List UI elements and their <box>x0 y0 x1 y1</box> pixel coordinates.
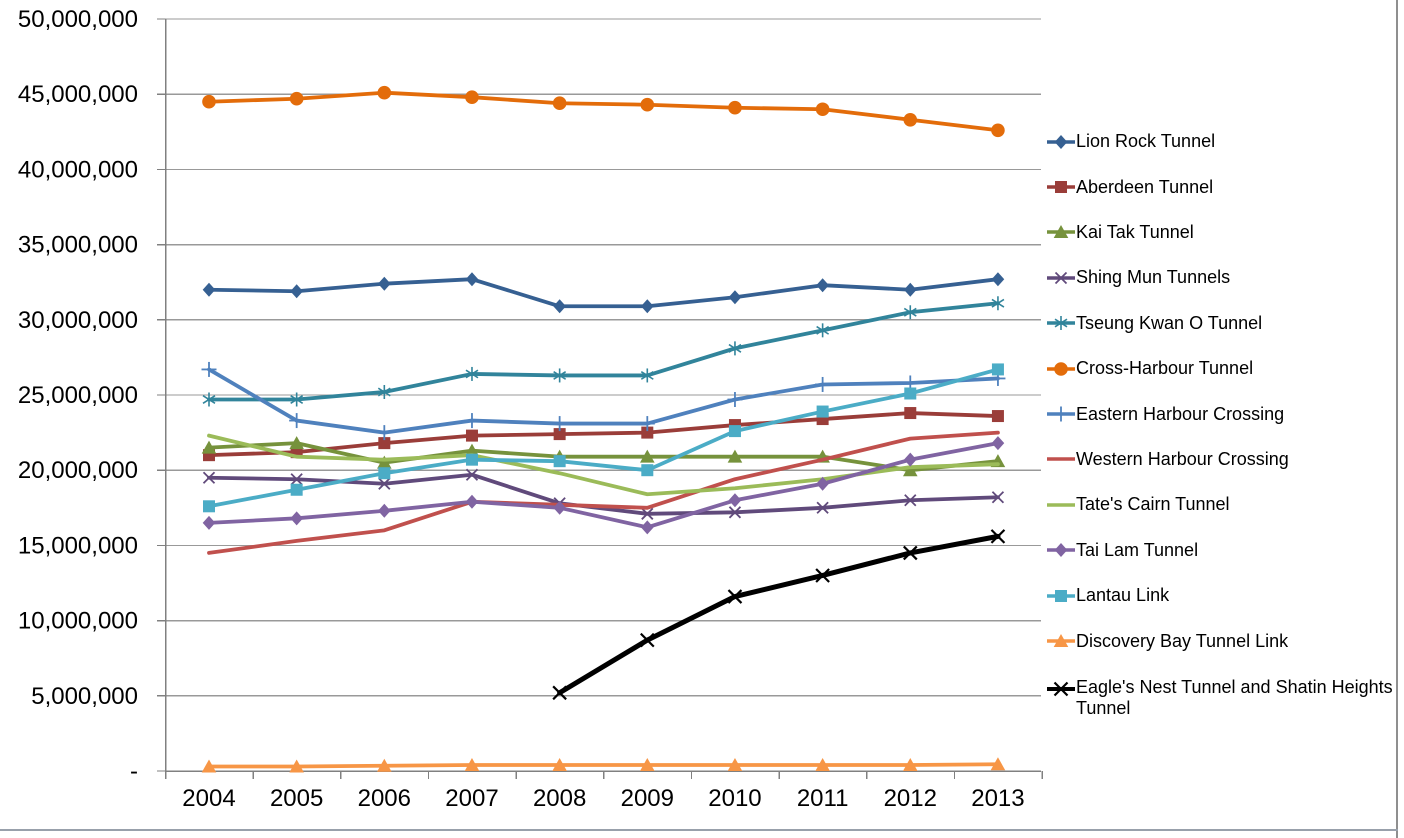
legend-marker-x-icon <box>1047 271 1075 285</box>
legend-item-shing-mun-tunnels[interactable]: Shing Mun Tunnels <box>1046 255 1398 300</box>
x-axis-tick-label: 2008 <box>533 785 586 812</box>
legend-marker-x-icon <box>1047 681 1075 697</box>
legend-label: Lantau Link <box>1076 585 1170 606</box>
legend-marker-square-icon <box>1047 589 1075 602</box>
y-axis-tick-label: 25,000,000 <box>18 382 138 409</box>
legend-item-lantau-link[interactable]: Lantau Link <box>1046 573 1398 618</box>
chart-right-border <box>1396 0 1398 838</box>
legend-label: Tate's Cairn Tunnel <box>1076 494 1230 515</box>
x-axis: 2004 2005 2006 2007 2008 2009 2010 2011 2012 2013 <box>164 771 1043 812</box>
legend-label: Cross-Harbour Tunnel <box>1076 358 1254 379</box>
x-axis-tick-label: 2004 <box>182 785 235 812</box>
legend-marker-none-icon <box>1047 457 1075 462</box>
series-line-lion-rock-tunnel <box>202 272 1005 314</box>
gridlines <box>165 18 1041 772</box>
legend-item-eastern-harbour-crossing[interactable]: Eastern Harbour Crossing <box>1046 391 1398 436</box>
y-axis-tick-label: 40,000,000 <box>18 156 138 183</box>
series-line-eagle-s-nest-tunnel-and-shatin-heights-tunnel <box>552 529 1006 701</box>
legend-label: Lion Rock Tunnel <box>1076 131 1216 152</box>
series-line-tai-lam-tunnel <box>202 436 1005 535</box>
legend-label: Discovery Bay Tunnel Link <box>1076 630 1289 651</box>
series-line-aberdeen-tunnel <box>203 407 1004 462</box>
y-axis-tick-label: 30,000,000 <box>18 307 138 334</box>
y-axis-tick-label: 20,000,000 <box>18 457 138 484</box>
x-axis-tick-label: 2007 <box>445 785 498 812</box>
y-axis-tick-label: 35,000,000 <box>18 232 138 259</box>
legend-item-lion-rock-tunnel[interactable]: Lion Rock Tunnel <box>1046 119 1398 164</box>
series-line-tseung-kwan-o-tunnel <box>202 296 1005 407</box>
x-axis-tick-label: 2012 <box>884 785 937 812</box>
legend-marker-plus-icon <box>1047 406 1075 422</box>
legend-marker-diamond-icon <box>1047 543 1075 558</box>
y-axis-tick-label: 45,000,000 <box>18 81 138 108</box>
y-axis-tick-label: 50,000,000 <box>18 6 138 33</box>
x-axis-tick-label: 2010 <box>708 785 761 812</box>
legend-label: Eagle's Nest Tunnel and Shatin Heights T… <box>1076 677 1393 718</box>
x-axis-tick-label: 2009 <box>621 785 674 812</box>
legend-marker-triangle-icon <box>1047 634 1075 648</box>
y-axis: - 5,000,000 10,000,000 15,000,000 20,000,000… <box>18 6 166 785</box>
x-axis-tick-label: 2013 <box>971 785 1024 812</box>
legend-item-aberdeen-tunnel[interactable]: Aberdeen Tunnel <box>1046 164 1398 209</box>
legend-item-eagle-s-nest-tunnel-and-shatin-heights-tunnel[interactable]: Eagle's Nest Tunnel and Shatin Heights T… <box>1046 677 1398 719</box>
series-line-western-harbour-crossing <box>207 430 1000 555</box>
legend-marker-circle-icon <box>1047 361 1075 376</box>
legend-label: Tseung Kwan O Tunnel <box>1076 312 1263 333</box>
chart-bottom-border <box>0 829 1398 831</box>
y-axis-tick-label: 5,000,000 <box>31 683 138 710</box>
legend-label: Kai Tak Tunnel <box>1076 221 1194 242</box>
legend-item-western-harbour-crossing[interactable]: Western Harbour Crossing <box>1046 437 1398 482</box>
legend-item-tseung-kwan-o-tunnel[interactable]: Tseung Kwan O Tunnel <box>1046 301 1398 346</box>
legend-item-discovery-bay-tunnel-link[interactable]: Discovery Bay Tunnel Link <box>1046 618 1398 663</box>
y-axis-tick-label: 10,000,000 <box>18 608 138 635</box>
legend-marker-square-icon <box>1047 181 1075 194</box>
legend-marker-triangle-icon <box>1047 225 1075 239</box>
legend-label: Eastern Harbour Crossing <box>1076 403 1285 424</box>
legend-item-tate-s-cairn-tunnel[interactable]: Tate's Cairn Tunnel <box>1046 482 1398 527</box>
series-line-discovery-bay-tunnel-link <box>201 757 1006 773</box>
legend-marker-asterisk-icon <box>1047 316 1075 331</box>
legend-label: Western Harbour Crossing <box>1076 448 1289 469</box>
series-line-lantau-link <box>203 363 1004 513</box>
x-axis-tick-label: 2006 <box>358 785 411 812</box>
x-axis-tick-label: 2005 <box>270 785 323 812</box>
legend-marker-diamond-icon <box>1047 134 1075 149</box>
legend-label: Tai Lam Tunnel <box>1076 539 1199 560</box>
y-axis-tick-label: - <box>130 758 138 785</box>
y-axis-tick-label: 15,000,000 <box>18 532 138 559</box>
legend-label: Shing Mun Tunnels <box>1076 267 1231 288</box>
x-axis-tick-label: 2011 <box>797 785 849 812</box>
legend-item-cross-harbour-tunnel[interactable]: Cross-Harbour Tunnel <box>1046 346 1398 391</box>
series-line-shing-mun-tunnels <box>202 468 1005 520</box>
legend-item-kai-tak-tunnel[interactable]: Kai Tak Tunnel <box>1046 210 1398 255</box>
legend-marker-none-icon <box>1047 503 1075 507</box>
legend-item-tai-lam-tunnel[interactable]: Tai Lam Tunnel <box>1046 528 1398 573</box>
legend-label: Aberdeen Tunnel <box>1076 176 1214 197</box>
series-line-cross-harbour-tunnel <box>202 85 1005 138</box>
